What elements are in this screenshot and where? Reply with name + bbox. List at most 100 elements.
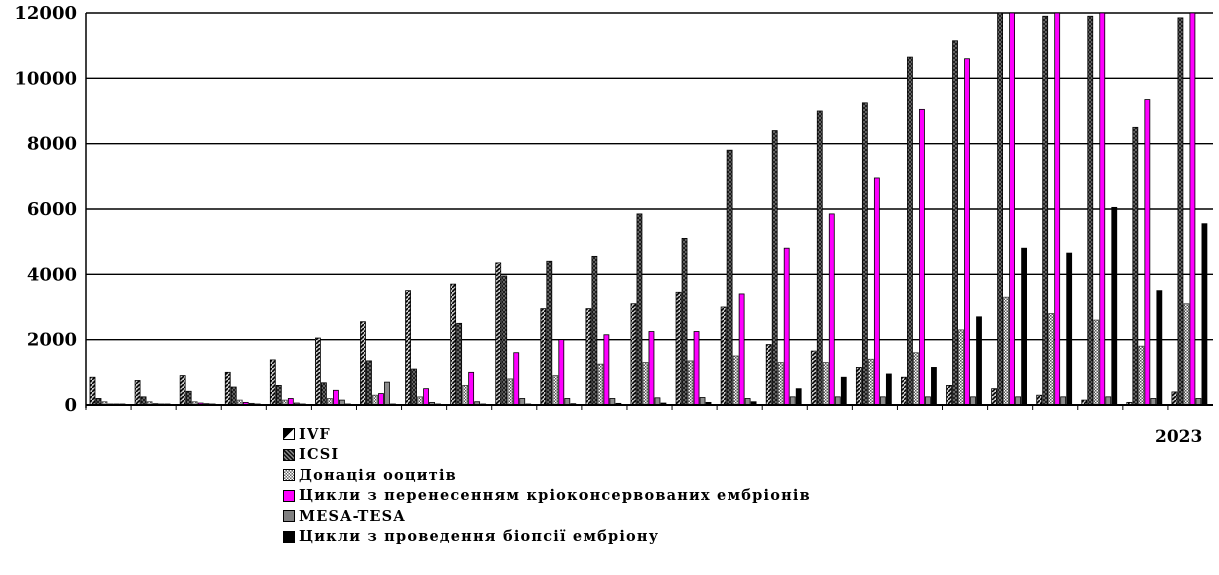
- bar-ivf: [855, 367, 862, 406]
- bar-frozen-embryo-transfer: [919, 108, 925, 406]
- bar-ivf: [360, 321, 366, 406]
- bar-oocyte-donation: [597, 363, 604, 406]
- bar-oocyte-donation: [777, 362, 784, 406]
- legend: IVF ICSI Донація ооцитів Цикли з перенес…: [283, 424, 811, 547]
- legend-label-ivf: IVF: [299, 425, 331, 443]
- bar-ivf: [1171, 391, 1178, 406]
- bar-icsi: [456, 322, 463, 406]
- bar-ivf: [991, 388, 997, 406]
- bar-embryo-biopsy: [1111, 206, 1118, 406]
- bar-icsi: [366, 360, 372, 406]
- bar-frozen-embryo-transfer: [1099, 12, 1106, 406]
- bar-ivf: [224, 371, 231, 406]
- bar-oocyte-donation: [417, 396, 423, 406]
- bar-icsi: [546, 260, 553, 406]
- bar-oocyte-donation: [1093, 319, 1100, 406]
- y-tick-label: 10000: [14, 68, 77, 89]
- y-tick-label: 6000: [27, 199, 77, 220]
- bar-icsi: [907, 56, 913, 406]
- bar-frozen-embryo-transfer: [378, 393, 384, 406]
- bar-frozen-embryo-transfer: [1054, 12, 1061, 406]
- bar-frozen-embryo-transfer: [1009, 12, 1015, 406]
- bar-ivf: [540, 308, 547, 406]
- bar-ivf: [810, 350, 817, 406]
- bar-icsi: [997, 12, 1003, 406]
- legend-label-embryo-biopsy: Цикли з проведення біопсії ембріону: [299, 528, 660, 546]
- legend-swatch-frozen-embryo-transfer: [283, 489, 295, 502]
- bar-icsi: [140, 396, 147, 406]
- bar-ivf: [585, 308, 592, 406]
- bar-mesa-tesa: [654, 397, 661, 406]
- bar-oocyte-donation: [1138, 345, 1145, 406]
- bar-ivf: [269, 359, 276, 406]
- bar-embryo-biopsy: [885, 373, 892, 406]
- bar-ivf: [630, 303, 637, 406]
- bar-mesa-tesa: [1015, 396, 1021, 406]
- legend-item-icsi: ICSI: [283, 445, 811, 466]
- bar-icsi: [1132, 126, 1139, 406]
- bar-frozen-embryo-transfer: [964, 58, 970, 406]
- bar-embryo-biopsy: [1156, 290, 1163, 406]
- bar-ivf: [89, 376, 96, 406]
- bar-embryo-biopsy: [840, 376, 847, 406]
- bar-ivf: [720, 306, 727, 406]
- bar-icsi: [185, 390, 192, 406]
- bar-frozen-embryo-transfer: [783, 247, 790, 406]
- legend-swatch-mesa-tesa: [283, 510, 295, 523]
- bar-oocyte-donation: [1003, 296, 1009, 406]
- bar-frozen-embryo-transfer: [603, 334, 610, 406]
- y-tick-label: 12000: [14, 3, 77, 24]
- bar-ivf: [450, 283, 457, 406]
- bars: [89, 12, 1208, 406]
- bar-icsi: [681, 237, 688, 406]
- bar-icsi: [275, 384, 282, 406]
- bar-icsi: [771, 130, 778, 406]
- bar-frozen-embryo-transfer: [468, 371, 475, 406]
- legend-label-icsi: ICSI: [299, 446, 340, 464]
- bar-icsi: [591, 255, 598, 406]
- gridlines: [86, 12, 1213, 406]
- bar-oocyte-donation: [1183, 303, 1190, 406]
- bar-icsi: [501, 275, 508, 406]
- bar-icsi: [230, 386, 237, 406]
- y-tick-label: 8000: [27, 134, 77, 155]
- bar-icsi: [1087, 15, 1094, 406]
- bar-oocyte-donation: [552, 375, 559, 406]
- bar-ivf: [179, 375, 186, 406]
- bar-ivf: [1036, 394, 1043, 406]
- bar-ivf: [675, 291, 682, 406]
- legend-swatch-embryo-biopsy: [283, 530, 295, 543]
- axes: [85, 13, 1213, 410]
- bar-mesa-tesa: [879, 396, 886, 406]
- legend-label-oocyte-donation: Донація ооцитів: [299, 466, 457, 484]
- bar-oocyte-donation: [1048, 313, 1055, 406]
- bar-oocyte-donation: [687, 360, 694, 406]
- bar-icsi: [636, 213, 643, 406]
- legend-item-oocyte-donation: Донація ооцитів: [283, 465, 811, 486]
- bar-frozen-embryo-transfer: [648, 331, 655, 406]
- bar-embryo-biopsy: [1021, 247, 1027, 406]
- bar-ivf: [134, 380, 141, 406]
- bar-mesa-tesa: [789, 396, 796, 406]
- y-tick-label: 4000: [27, 264, 77, 285]
- bar-embryo-biopsy: [931, 367, 937, 406]
- x-axis-last-label: 2023: [1155, 427, 1202, 447]
- bar-frozen-embryo-transfer: [873, 177, 880, 406]
- bar-oocyte-donation: [822, 362, 829, 406]
- bar-frozen-embryo-transfer: [423, 388, 429, 406]
- bar-icsi: [952, 40, 958, 406]
- bar-icsi: [1177, 17, 1184, 406]
- legend-item-ivf: IVF: [283, 424, 811, 445]
- y-tick-label: 0: [64, 395, 77, 416]
- legend-swatch-oocyte-donation: [283, 469, 295, 482]
- bar-ivf: [901, 376, 907, 406]
- bar-oocyte-donation: [958, 329, 964, 406]
- bar-ivf: [314, 337, 321, 406]
- legend-swatch-icsi: [283, 448, 295, 461]
- bar-mesa-tesa: [970, 396, 976, 406]
- bar-icsi: [861, 102, 868, 406]
- bar-mesa-tesa: [699, 397, 706, 406]
- bar-embryo-biopsy: [976, 316, 982, 406]
- bar-mesa-tesa: [384, 381, 390, 406]
- bar-ivf: [495, 262, 502, 406]
